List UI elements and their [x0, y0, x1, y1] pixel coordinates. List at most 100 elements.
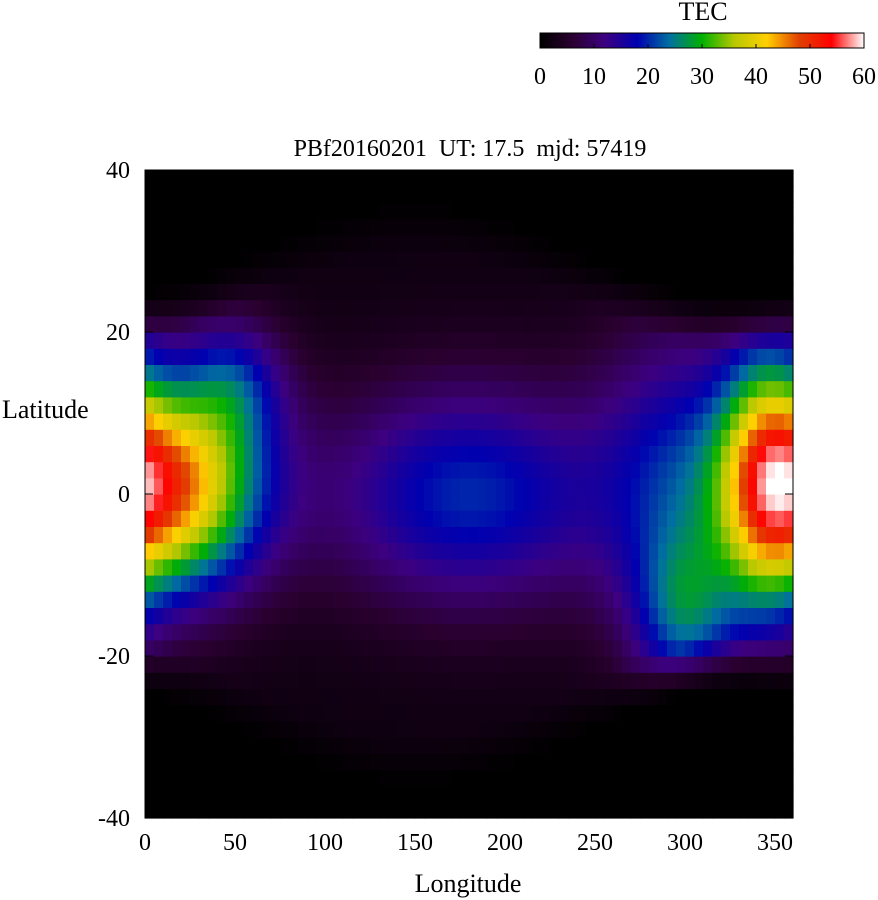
heatmap-cell [595, 656, 605, 673]
colorbar-segment [750, 33, 752, 48]
colorbar-segment [840, 33, 842, 48]
colorbar-segment [718, 33, 720, 48]
heatmap-cell [757, 461, 767, 479]
heatmap-cell [703, 299, 713, 317]
heatmap-cell [514, 380, 524, 398]
heatmap-cell [766, 510, 776, 527]
heatmap-cell [775, 575, 785, 592]
heatmap-cell [190, 510, 200, 527]
heatmap-cell [649, 769, 659, 787]
heatmap-cell [424, 494, 434, 511]
heatmap-cell [181, 299, 191, 317]
heatmap-cell [343, 170, 353, 187]
heatmap-cell [586, 801, 596, 819]
heatmap-cell [550, 801, 560, 819]
colorbar-segment [620, 33, 622, 48]
heatmap-cell [451, 234, 461, 252]
heatmap-cell [514, 704, 524, 722]
heatmap-cell [253, 639, 263, 657]
heatmap-cell [604, 348, 614, 365]
heatmap-cell [505, 591, 515, 608]
heatmap-cell [667, 558, 677, 576]
heatmap-cell [199, 656, 209, 673]
heatmap-cell [451, 769, 461, 787]
heatmap-cell [577, 591, 587, 608]
heatmap-cell [217, 380, 227, 398]
heatmap-cell [631, 704, 641, 722]
heatmap-cell [271, 186, 281, 203]
heatmap-cell [577, 445, 587, 463]
heatmap-cell [739, 591, 749, 608]
heatmap-cell [244, 234, 254, 252]
heatmap-cell [631, 364, 641, 382]
heatmap-cell [667, 251, 677, 268]
y-tick-label: -20 [98, 644, 130, 670]
heatmap-cell [298, 526, 308, 544]
heatmap-cell [469, 769, 479, 787]
heatmap-cell [217, 396, 227, 414]
colorbar-segment [839, 33, 841, 48]
heatmap-cell [631, 510, 641, 527]
colorbar-segment [599, 33, 601, 48]
heatmap-cell [595, 413, 605, 430]
heatmap-cell [163, 283, 173, 301]
heatmap-cell [784, 575, 794, 592]
heatmap-cell [388, 704, 398, 722]
heatmap-cell [784, 429, 794, 446]
heatmap-cell [694, 429, 704, 446]
heatmap-cell [559, 218, 569, 236]
heatmap-cell [172, 251, 182, 268]
heatmap-cell [271, 769, 281, 787]
heatmap-cell [703, 558, 713, 576]
heatmap-cell [595, 461, 605, 479]
colorbar-segment [791, 33, 793, 48]
heatmap-cell [190, 364, 200, 382]
heatmap-cell [181, 202, 191, 220]
heatmap-cell [460, 283, 470, 301]
heatmap-cell [379, 332, 389, 349]
heatmap-cell [757, 672, 767, 689]
heatmap-cell [280, 510, 290, 527]
heatmap-cell [253, 429, 263, 446]
heatmap-cell [397, 218, 407, 236]
heatmap-cell [280, 234, 290, 252]
colorbar-segment [700, 33, 702, 48]
heatmap-cell [766, 251, 776, 268]
heatmap-cell [433, 251, 443, 268]
heatmap-cell [145, 348, 155, 365]
heatmap-cell [541, 737, 551, 754]
heatmap-cell [451, 542, 461, 560]
heatmap-cell [730, 769, 740, 787]
heatmap-cell [361, 332, 371, 349]
heatmap-cell [784, 607, 794, 625]
heatmap-cell [550, 251, 560, 268]
heatmap-cell [451, 737, 461, 754]
heatmap-cell [442, 429, 452, 446]
heatmap-cell [415, 202, 425, 220]
heatmap-cell [280, 299, 290, 317]
heatmap-cell [442, 348, 452, 365]
heatmap-cell [577, 429, 587, 446]
heatmap-cell [379, 656, 389, 673]
heatmap-cell [496, 332, 506, 349]
heatmap-cell [397, 348, 407, 365]
heatmap-cell [469, 234, 479, 252]
heatmap-cell [316, 575, 326, 592]
heatmap-cell [550, 477, 560, 495]
heatmap-cell [325, 558, 335, 576]
heatmap-cell [415, 348, 425, 365]
heatmap-cell [469, 380, 479, 398]
colorbar-segment [826, 33, 828, 48]
heatmap-cell [334, 299, 344, 317]
heatmap-cell [631, 558, 641, 576]
heatmap-cell [784, 461, 794, 479]
heatmap-cell [235, 639, 245, 657]
heatmap-cell [388, 170, 398, 187]
heatmap-cell [469, 542, 479, 560]
heatmap-cell [712, 753, 722, 770]
heatmap-cell [298, 218, 308, 236]
heatmap-cell [757, 445, 767, 463]
colorbar-segment [825, 33, 827, 48]
heatmap-cell [154, 737, 164, 754]
heatmap-cell [217, 477, 227, 495]
